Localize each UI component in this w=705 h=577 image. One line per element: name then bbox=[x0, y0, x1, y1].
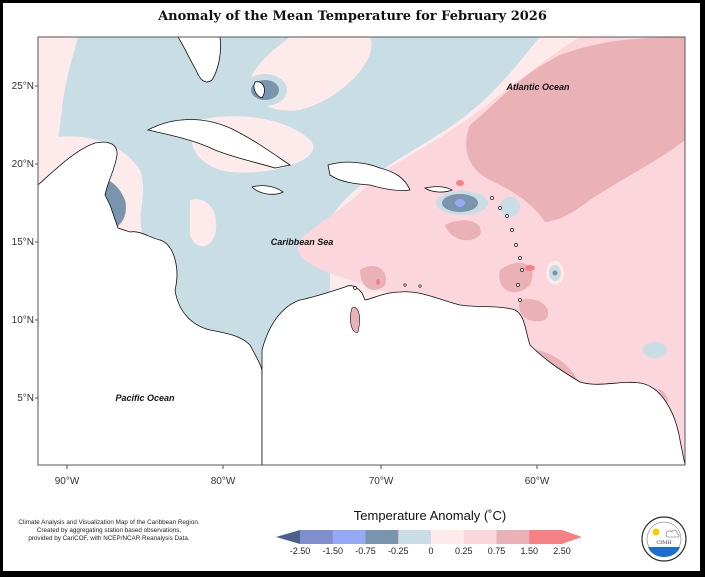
field-colder-pr bbox=[455, 199, 465, 207]
legend-tick-label: 0.25 bbox=[455, 546, 473, 556]
legend-colorbar: -2.50 -1.50 -0.75 -0.25 0 0.25 0.75 1.50 2.50 bbox=[276, 530, 582, 556]
legend-swatch bbox=[529, 530, 563, 544]
legend-swatch bbox=[398, 530, 432, 544]
label-caribbean-sea: Caribbean Sea bbox=[271, 237, 334, 247]
credits-line-1: Climate Analysis and Visualization Map o… bbox=[18, 519, 200, 526]
y-axis: 25°N 20°N 15°N 10°N 5°N bbox=[12, 81, 38, 404]
legend-tick-label: 0.75 bbox=[488, 546, 506, 556]
legend-tick-label: 1.50 bbox=[520, 546, 538, 556]
legend-tick-label: 2.50 bbox=[553, 546, 571, 556]
x-tick-70w: 70°W bbox=[369, 476, 394, 487]
legend-swatch bbox=[431, 530, 465, 544]
waves-icon bbox=[648, 547, 680, 557]
island-chain bbox=[353, 196, 524, 302]
land-puerto-rico bbox=[424, 186, 453, 193]
anomaly-field bbox=[38, 37, 685, 465]
map-title: Anomaly of the Mean Temperature for Febr… bbox=[158, 9, 547, 24]
field-hot-spot-2 bbox=[525, 265, 535, 271]
legend-swatch bbox=[300, 530, 334, 544]
x-tick-60w: 60°W bbox=[525, 476, 550, 487]
plot-border bbox=[37, 36, 686, 466]
land-south-america bbox=[261, 285, 685, 465]
field-cool-leewards bbox=[500, 197, 520, 217]
lake-maracaibo bbox=[350, 307, 360, 333]
sun-icon bbox=[652, 528, 660, 536]
land-bahamas bbox=[253, 81, 265, 99]
legend-tick-label: -0.25 bbox=[388, 546, 409, 556]
land-florida bbox=[177, 37, 221, 83]
y-tick-10n: 10°N bbox=[12, 315, 34, 326]
legend-swatch bbox=[496, 530, 530, 544]
logo-text: CIMH bbox=[656, 540, 672, 546]
y-tick-15n: 15°N bbox=[12, 237, 34, 248]
legend-tick-label: 0 bbox=[428, 546, 433, 556]
x-tick-90w: 90°W bbox=[55, 476, 80, 487]
cloud-icon bbox=[665, 529, 680, 538]
legend-swatch bbox=[332, 530, 366, 544]
field-hot-spot-3 bbox=[376, 279, 380, 285]
y-tick-25n: 25°N bbox=[12, 81, 34, 92]
x-tick-80w: 80°W bbox=[211, 476, 236, 487]
cimh-logo: CIMH bbox=[641, 516, 687, 562]
legend-swatch bbox=[365, 530, 399, 544]
land-central-america bbox=[38, 141, 263, 465]
field-zone-075-150 bbox=[343, 37, 685, 411]
credits-text: Climate Analysis and Visualization Map o… bbox=[14, 519, 204, 543]
land-jamaica bbox=[251, 185, 284, 195]
label-atlantic-ocean: Atlantic Ocean bbox=[505, 82, 570, 92]
credits-line-2: Created by aggregating station based obs… bbox=[36, 527, 182, 534]
legend-tick-label: -0.75 bbox=[355, 546, 376, 556]
land-cuba bbox=[146, 119, 292, 169]
legend-title: Temperature Anomaly (˚C) bbox=[353, 508, 507, 523]
legend-swatch bbox=[463, 530, 497, 544]
land-masses bbox=[38, 37, 685, 465]
x-axis: 90°W 80°W 70°W 60°W bbox=[55, 465, 550, 487]
legend-tick-label: -2.50 bbox=[290, 546, 311, 556]
field-cold-barbados bbox=[552, 270, 558, 276]
y-tick-5n: 5°N bbox=[17, 393, 34, 404]
land-hispaniola bbox=[327, 161, 411, 191]
credits-line-3: provided by CariCOF, with NCEP/NCAR Rean… bbox=[28, 535, 190, 542]
field-hot-spot-1 bbox=[456, 180, 464, 186]
legend-tick-label: -1.50 bbox=[322, 546, 343, 556]
legend-arrow-high bbox=[562, 530, 582, 544]
legend-arrow-low bbox=[276, 530, 300, 544]
y-tick-20n: 20°N bbox=[12, 159, 34, 170]
field-cool-east bbox=[643, 342, 667, 358]
label-pacific-ocean: Pacific Ocean bbox=[115, 393, 175, 403]
